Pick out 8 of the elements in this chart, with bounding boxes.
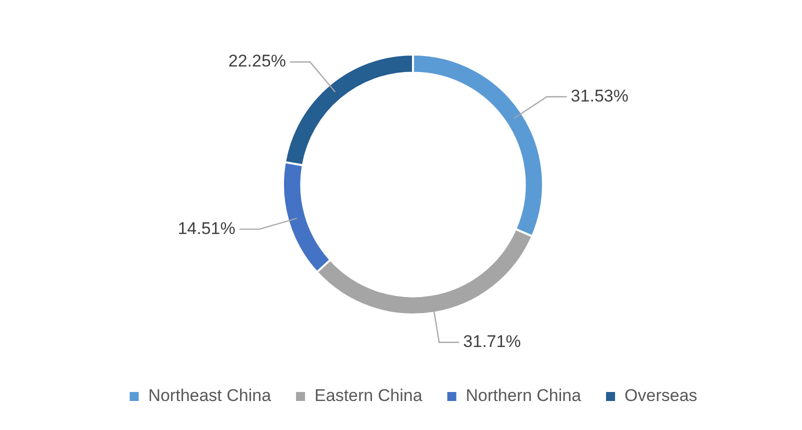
data-label: 31.71% [463, 332, 521, 352]
data-label: 14.51% [178, 218, 236, 238]
legend-label: Northeast China [148, 386, 272, 406]
legend-label: Northern China [466, 386, 582, 406]
data-label: 22.25% [228, 52, 286, 71]
legend-label: Eastern China [314, 386, 423, 406]
data-label: 31.53% [570, 86, 628, 106]
legend-label: Overseas [624, 386, 698, 406]
